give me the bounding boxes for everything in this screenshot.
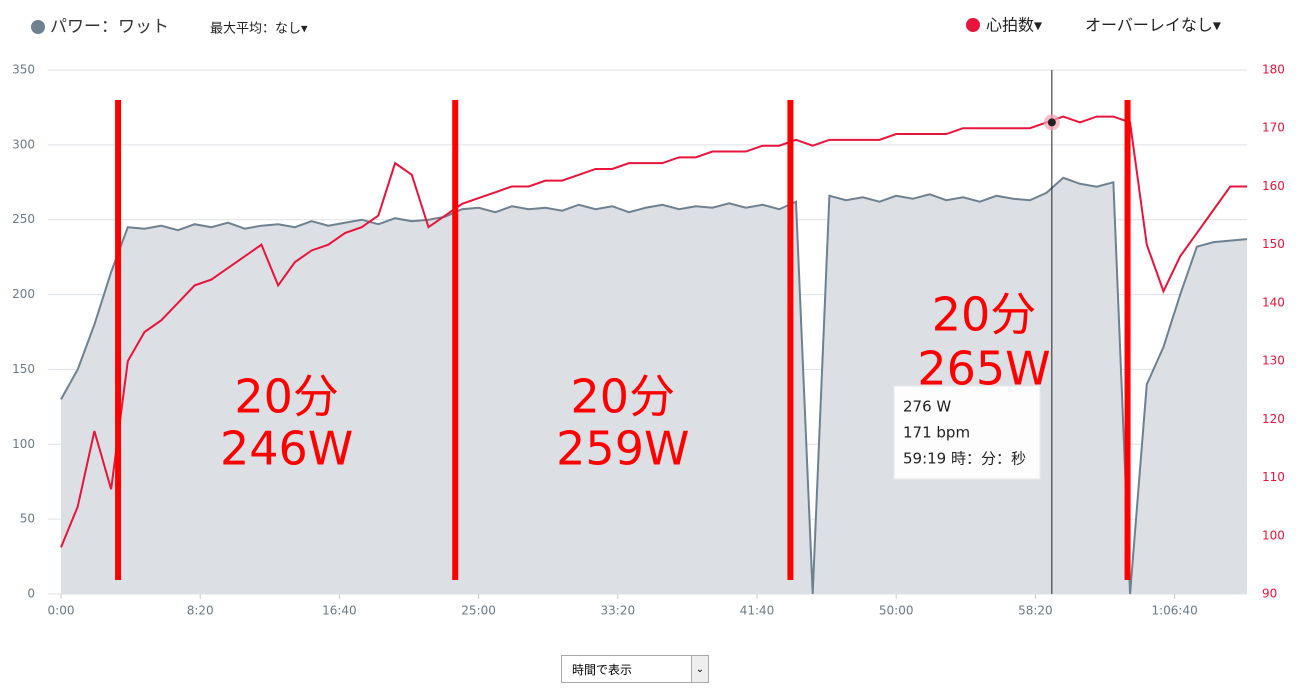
y2-tick-label: 100 xyxy=(1262,528,1285,542)
y2-tick-label: 170 xyxy=(1262,121,1285,135)
hr-label[interactable]: 心拍数▾ xyxy=(986,16,1042,35)
tooltip-text: 276 W xyxy=(903,398,951,416)
y-tick-label: 150 xyxy=(12,362,35,376)
y-tick-label: 250 xyxy=(12,212,35,226)
annotation: 246W xyxy=(220,422,353,476)
y2-tick-label: 90 xyxy=(1262,587,1277,601)
y2-tick-label: 140 xyxy=(1262,295,1285,309)
x-tick-label: 25:00 xyxy=(461,604,496,618)
x-tick-label: 1:06:40 xyxy=(1151,604,1197,618)
annotation: 20分 xyxy=(932,288,1037,342)
tooltip-text: 171 bpm xyxy=(903,424,970,442)
hover-dot xyxy=(1047,118,1056,127)
y-tick-label: 300 xyxy=(12,137,35,151)
x-tick-label: 50:00 xyxy=(879,604,914,618)
y2-tick-label: 120 xyxy=(1262,412,1285,426)
y-tick-label: 0 xyxy=(27,587,35,601)
x-tick-label: 41:40 xyxy=(740,604,775,618)
y-tick-label: 50 xyxy=(20,512,35,526)
x-tick-label: 0:00 xyxy=(48,604,75,618)
y-tick-label: 350 xyxy=(12,63,35,77)
display-select[interactable]: 時間で表示 ⌄ xyxy=(561,655,709,683)
legend-dot xyxy=(966,18,980,32)
power-label[interactable]: パワー：ワット xyxy=(50,17,169,37)
y-tick-label: 200 xyxy=(12,287,35,301)
y2-tick-label: 160 xyxy=(1262,179,1285,193)
select-arrow: ⌄ xyxy=(691,656,708,682)
y-tick-label: 100 xyxy=(12,437,35,451)
select-text: 時間で表示 xyxy=(572,662,633,677)
y2-tick-label: 150 xyxy=(1262,237,1285,251)
chart: パワー：ワット 最大平均：なし▾ 心拍数▾ オーバーレイなし▾ 0 50 100 15… xyxy=(12,16,1285,618)
x-tick-label: 8:20 xyxy=(187,604,214,618)
annotation: 20分 xyxy=(571,370,676,424)
area xyxy=(61,177,1247,594)
y2-tick-label: 180 xyxy=(1262,63,1285,77)
max-avg[interactable]: 最大平均：なし▾ xyxy=(210,22,308,37)
y2-tick-label: 110 xyxy=(1262,470,1285,484)
x-tick-label: 58:20 xyxy=(1018,604,1053,618)
line xyxy=(60,176,1248,595)
legend-dot xyxy=(31,20,45,34)
x-tick-label: 33:20 xyxy=(601,604,636,618)
x-tick-label: 16:40 xyxy=(322,604,357,618)
overlay[interactable]: オーバーレイなし▾ xyxy=(1085,16,1221,35)
tooltip-box xyxy=(893,385,1041,480)
annotation: 259W xyxy=(556,422,689,476)
tooltip-text: 59:19 時：分：秒 xyxy=(903,450,1026,468)
annotation: 20分 xyxy=(234,370,339,424)
y2-tick-label: 130 xyxy=(1262,354,1285,368)
